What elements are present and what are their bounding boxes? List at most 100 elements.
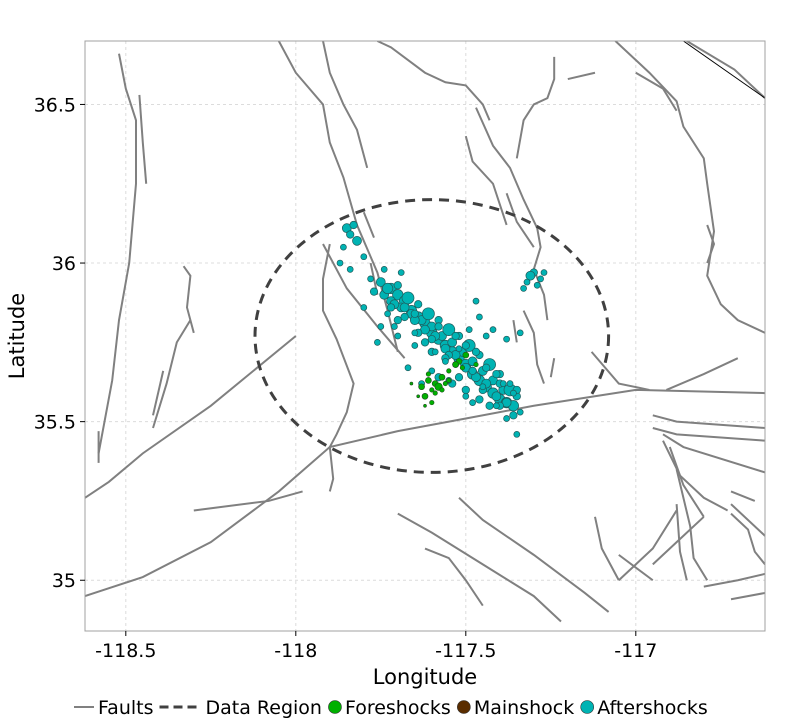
aftershock-point-131 <box>394 332 402 340</box>
foreshock-point-21 <box>446 377 452 383</box>
fault-line-28 <box>666 357 739 391</box>
fault-line-19 <box>567 71 596 81</box>
fault-line-13 <box>322 243 355 492</box>
aftershock-point-63 <box>461 341 470 350</box>
x-tick-label-0: -118.5 <box>95 640 156 662</box>
data-region-layer <box>253 198 611 474</box>
aftershock-point-33 <box>399 302 410 313</box>
fault-line-27 <box>590 351 650 391</box>
aftershock-point-80 <box>485 401 494 410</box>
aftershock-point-103 <box>472 297 480 305</box>
fault-line-39 <box>730 512 765 566</box>
foreshock-point-3 <box>442 381 448 387</box>
y-tick-label-3: 36.5 <box>34 94 76 116</box>
aftershock-point-108 <box>442 358 449 365</box>
aftershock-point-79 <box>492 369 501 379</box>
aftershock-point-60 <box>410 309 419 318</box>
fault-line-40 <box>703 572 765 588</box>
fault-line-0 <box>85 388 765 598</box>
aftershock-point-107 <box>516 329 524 337</box>
foreshocks-layer <box>409 351 479 408</box>
aftershock-point-92 <box>349 220 358 230</box>
aftershock-point-113 <box>404 364 412 372</box>
aftershock-point-110 <box>465 326 473 334</box>
aftershock-point-89 <box>346 230 355 239</box>
foreshock-point-13 <box>459 365 465 371</box>
legend-label-2: Foreshocks <box>345 697 451 719</box>
foreshock-point-6 <box>425 377 432 384</box>
foreshock-point-14 <box>452 361 459 368</box>
aftershock-point-59 <box>393 316 402 325</box>
boundary-line <box>683 41 765 99</box>
fault-line-3 <box>138 94 148 184</box>
y-axis-label: Latitude <box>5 293 29 379</box>
aftershock-point-121 <box>503 415 510 422</box>
foreshock-point-19 <box>425 371 431 377</box>
fault-line-32 <box>662 440 729 512</box>
fault-line-12 <box>362 211 375 239</box>
foreshock-point-12 <box>446 368 452 374</box>
y-tick-label-2: 36 <box>52 253 76 275</box>
aftershock-point-48 <box>442 323 456 337</box>
aftershock-point-102 <box>540 269 548 276</box>
aftershock-point-114 <box>391 323 398 330</box>
foreshock-point-10 <box>418 383 425 391</box>
aftershock-point-125 <box>493 402 500 410</box>
aftershock-point-75 <box>434 322 443 331</box>
aftershock-point-132 <box>377 323 385 330</box>
fault-line-17 <box>505 192 535 248</box>
aftershock-point-130 <box>411 342 419 349</box>
aftershock-point-46 <box>401 291 415 305</box>
fault-line-2 <box>97 53 137 454</box>
y-tick-label-1: 35.5 <box>34 412 76 434</box>
foreshock-point-20 <box>409 381 414 386</box>
foreshock-point-7 <box>421 392 429 400</box>
aftershock-point-124 <box>499 380 507 387</box>
fault-line-38 <box>730 503 765 537</box>
fault-line-30 <box>652 414 765 429</box>
aftershock-point-52 <box>393 281 402 290</box>
aftershock-point-135 <box>380 266 388 273</box>
fault-line-29 <box>652 427 765 442</box>
fault-line-16 <box>464 135 508 226</box>
aftershock-point-42 <box>491 391 502 402</box>
x-tick-label-3: -117 <box>614 640 657 662</box>
fault-line-21 <box>614 41 765 334</box>
fault-line-14 <box>376 41 491 121</box>
foreshock-point-17 <box>416 394 421 399</box>
aftershock-point-98 <box>525 270 536 281</box>
aftershock-point-126 <box>479 383 487 391</box>
aftershock-point-58 <box>369 287 379 296</box>
fault-line-36 <box>652 516 705 566</box>
aftershock-point-137 <box>506 380 514 387</box>
plot-frame <box>84 40 766 632</box>
aftershock-point-45 <box>382 282 394 295</box>
foreshock-point-1 <box>462 351 470 359</box>
aftershock-point-97 <box>537 275 544 283</box>
x-tick-label-1: -118 <box>274 640 317 662</box>
fault-line-37 <box>730 490 756 502</box>
faults-layer <box>85 41 765 623</box>
fault-line-6 <box>152 370 165 416</box>
aftershock-point-82 <box>461 385 470 395</box>
foreshock-point-9 <box>432 390 438 396</box>
fault-line-48 <box>193 490 303 512</box>
fault-line-5 <box>152 319 192 429</box>
aftershock-point-104 <box>476 313 483 321</box>
aftershock-point-87 <box>386 303 396 312</box>
aftershock-point-115 <box>384 310 391 318</box>
foreshock-point-16 <box>423 403 427 408</box>
foreshock-point-5 <box>429 387 435 393</box>
aftershock-point-78 <box>482 363 491 372</box>
legend-label-4: Aftershocks <box>597 697 708 719</box>
aftershock-point-86 <box>400 312 409 322</box>
fault-line-47 <box>618 554 654 582</box>
y-tick-label-0: 35 <box>52 570 76 592</box>
fault-line-24 <box>522 310 545 384</box>
aftershock-point-116 <box>374 338 381 346</box>
aftershock-point-123 <box>510 389 517 397</box>
aftershock-point-99 <box>533 281 541 289</box>
aftershock-point-93 <box>336 259 344 267</box>
legend-swatch-aftershocks <box>580 700 595 714</box>
aftershock-point-118 <box>431 348 439 356</box>
